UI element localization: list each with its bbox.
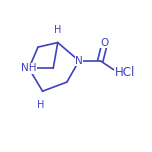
Text: O: O: [101, 38, 109, 48]
Text: NH: NH: [21, 63, 37, 73]
Text: H: H: [37, 100, 44, 110]
Text: N: N: [75, 56, 83, 66]
Text: HCl: HCl: [114, 66, 135, 79]
Text: H: H: [54, 25, 61, 35]
